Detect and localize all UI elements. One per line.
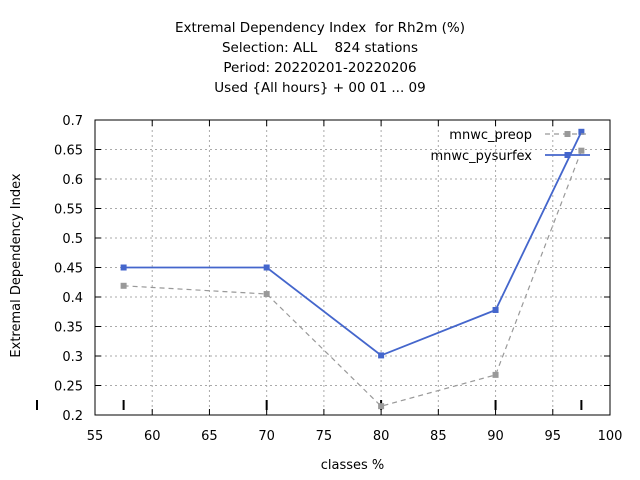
legend-label-mnwc_preop: mnwc_preop — [449, 128, 532, 143]
x-tick-label: 85 — [430, 429, 447, 444]
data-point-mnwc_preop — [378, 403, 385, 410]
x-tick-label: 65 — [201, 429, 218, 444]
x-tick-label: 80 — [373, 429, 390, 444]
chart-title-line-2: Selection: ALL 824 stations — [221, 40, 419, 56]
x-tick-label: 90 — [487, 429, 504, 444]
data-point-mnwc_preop — [492, 371, 499, 378]
axis-ticks: 55 60 65 70 75 80 85 90 95 100 0.2 0.25 0.3 0.35 0.4 0.… — [54, 114, 622, 444]
data-point-mnwc_preop — [263, 291, 270, 298]
x-tick-label: 95 — [545, 429, 562, 444]
series-line-mnwc_pysurfex — [123, 131, 583, 357]
x-tick-label: 75 — [316, 429, 333, 444]
data-point-mnwc_pysurfex — [378, 352, 385, 359]
data-point-mnwc_preop — [120, 282, 127, 289]
x-tick-label: 70 — [258, 429, 275, 444]
x-rug-marks — [36, 400, 583, 410]
data-point-mnwc_pysurfex — [263, 264, 270, 271]
data-point-mnwc_pysurfex — [120, 264, 127, 271]
data-point-mnwc_pysurfex — [492, 306, 499, 313]
y-tick-label: 0.7 — [62, 114, 83, 129]
data-point-mnwc_pysurfex — [578, 128, 585, 135]
y-tick-label: 0.45 — [54, 262, 83, 277]
chart-title-line-1: Extremal Dependency Index for Rh2m (%) — [174, 20, 466, 36]
y-tick-label: 0.3 — [62, 350, 83, 365]
x-axis-label: classes % — [321, 458, 385, 473]
series-group — [120, 128, 585, 410]
chart-title-line-4: Used {All hours} + 00 01 ... 09 — [214, 80, 426, 96]
x-tick-label: 100 — [598, 429, 623, 444]
data-point-mnwc_preop — [578, 147, 585, 154]
x-tick-label: 55 — [87, 429, 104, 444]
x-tick-label: 60 — [144, 429, 161, 444]
legend-marker-mnwc_preop — [564, 131, 571, 137]
series-line-mnwc_preop — [123, 150, 582, 407]
y-tick-label: 0.5 — [62, 232, 83, 247]
y-tick-label: 0.6 — [62, 173, 83, 188]
y-tick-label: 0.4 — [62, 291, 83, 306]
y-tick-label: 0.2 — [62, 409, 83, 424]
y-tick-label: 0.35 — [54, 321, 83, 336]
legend-marker-mnwc_pysurfex — [564, 152, 571, 158]
y-tick-label: 0.25 — [54, 380, 83, 395]
legend-label-mnwc_pysurfex: mnwc_pysurfex — [430, 149, 532, 164]
y-tick-label: 0.55 — [54, 203, 83, 218]
grid — [95, 120, 610, 415]
legend: mnwc_preop mnwc_pysurfex — [430, 128, 590, 164]
y-tick-label: 0.65 — [54, 144, 83, 159]
chart-title-line-3: Period: 20220201-20220206 — [223, 60, 417, 76]
y-axis-label: Extremal Dependency Index — [9, 173, 24, 357]
